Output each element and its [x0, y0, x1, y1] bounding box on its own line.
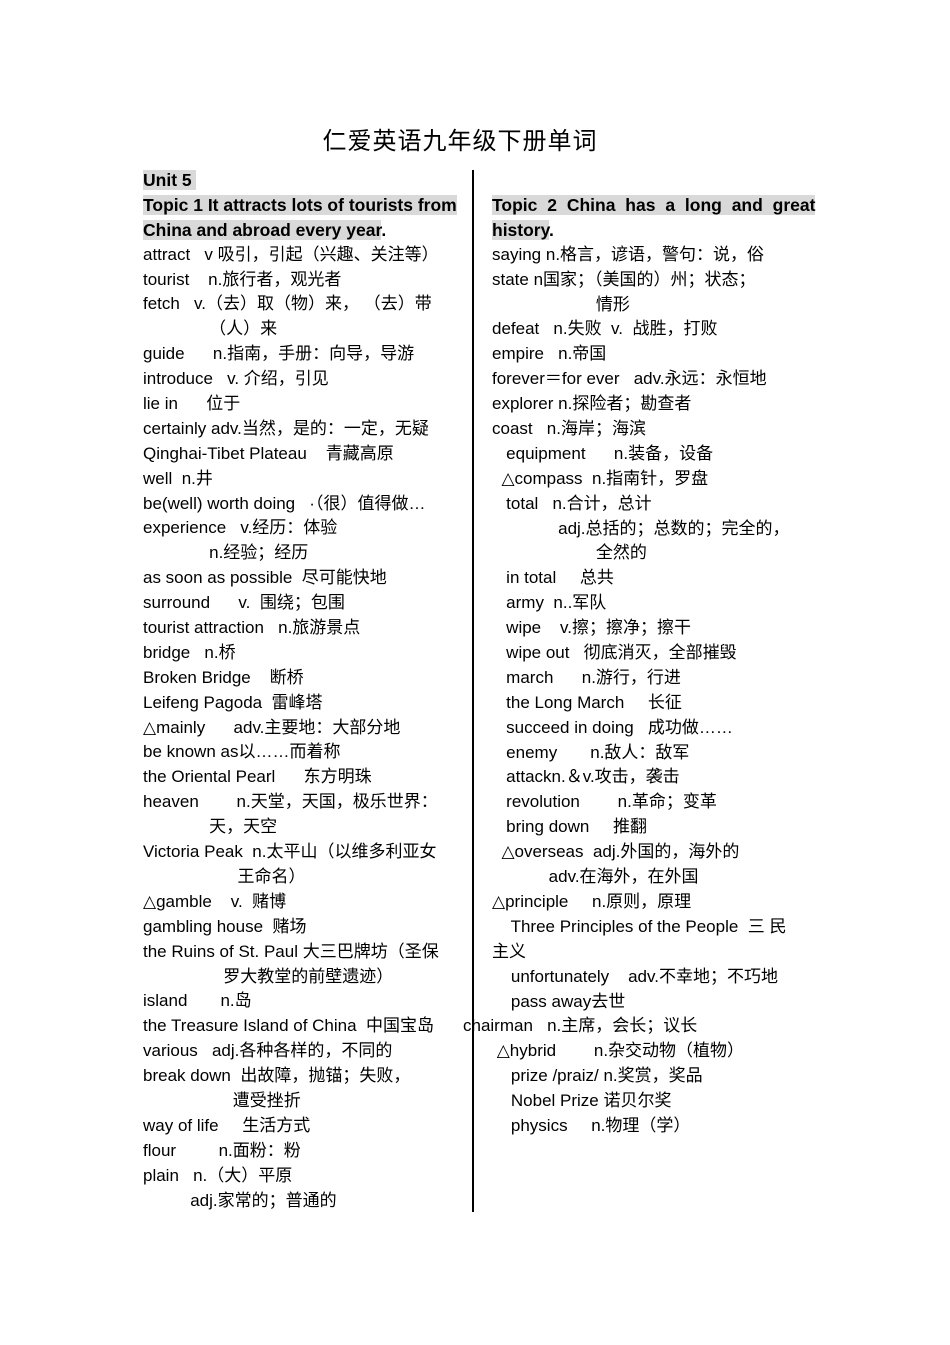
- vocab-line: △mainly adv.主要地：大部分地: [143, 717, 401, 737]
- vocab-line: Qinghai-Tibet Plateau 青藏高原: [143, 443, 394, 463]
- vocab-line: prize /praiz/ n.奖赏，奖品: [492, 1066, 703, 1086]
- vocab-line: various adj.各种各样的，不同的: [143, 1041, 393, 1061]
- vocab-line: state n国家；（美国的）州；状态；: [492, 269, 756, 289]
- vocab-line: the Oriental Pearl 东方明珠: [143, 767, 372, 787]
- vocab-line: way of life 生活方式: [143, 1115, 311, 1135]
- heading-highlight: Unit 5: [143, 170, 197, 190]
- vocab-line: attackn.＆v.攻击，袭击: [492, 767, 680, 787]
- vocab-line: △hybrid n.杂交动物（植物）: [492, 1041, 745, 1061]
- right-column: Topic 2 China has a long and great histor…: [463, 193, 840, 1139]
- vocab-line: succeed in doing 成功做……: [492, 717, 733, 737]
- vocab-line: tourist attraction n.旅游景点: [143, 618, 361, 638]
- heading-line: Topic 2 China has a long and great: [492, 193, 840, 218]
- vocab-line: wipe out 彻底消灭，全部摧毁: [492, 643, 737, 663]
- vocab-line: march n.游行，行进: [492, 667, 681, 687]
- heading-highlight: Topic 1 It attracts lots of tourists fro…: [143, 194, 457, 215]
- vocab-line: forever＝for ever adv.永远：永恒地: [492, 369, 767, 389]
- vocab-line: 全然的: [492, 543, 647, 563]
- vocab-line: as soon as possible 尽可能快地: [143, 568, 387, 588]
- vocab-line: certainly adv.当然，是的：一定，无疑: [143, 418, 429, 438]
- vocab-line: revolution n.革命；变革: [492, 792, 717, 812]
- vocab-line: △compass n.指南针，罗盘: [492, 468, 709, 488]
- vocab-line: n.经验；经历: [143, 543, 309, 563]
- vocab-line: fetch v.（去）取（物）来， （去）带: [143, 294, 432, 314]
- vocab-line: gambling house 赌场: [143, 916, 307, 936]
- vocab-line: flour n.面粉：粉: [143, 1140, 301, 1160]
- vocab-line: 遭受挫折: [143, 1090, 301, 1110]
- vocab-line: heaven n.天堂，天国，极乐世界：: [143, 792, 438, 812]
- vocab-line: enemy n.敌人：敌军: [492, 742, 690, 762]
- vocab-line: 情形: [492, 294, 630, 314]
- vocab-line: Nobel Prize 诺贝尔奖: [492, 1091, 672, 1111]
- vocab-line: experience v.经历：体验: [143, 518, 338, 538]
- heading-line: Topic 1 It attracts lots of tourists fro…: [143, 193, 475, 218]
- vocab-line: coast n.海岸；海滨: [492, 419, 646, 439]
- heading-highlight: China and abroad every year: [143, 219, 382, 240]
- vocab-line: adv.在海外，在外国: [492, 867, 699, 887]
- vocab-line: be(well) worth doing ·（很）值得做…: [143, 493, 426, 513]
- vocab-line: 天，天空: [143, 817, 278, 837]
- vocab-line: 主义: [492, 941, 526, 961]
- vocab-line: total n.合计，总计: [492, 493, 652, 513]
- vocab-line: lie in 位于: [143, 394, 241, 414]
- vocab-line: unfortunately adv.不幸地；不巧地: [492, 966, 778, 986]
- vocab-line: pass away去世: [492, 991, 626, 1011]
- vocab-line: Leifeng Pagoda 雷峰塔: [143, 692, 323, 712]
- vocab-line: be known as以……而着称: [143, 742, 341, 762]
- heading-line: Unit 5: [143, 168, 475, 193]
- column-divider-line: [472, 170, 474, 1212]
- vocab-line: adj.家常的；普通的: [143, 1190, 337, 1210]
- left-column: Unit 5 Topic 1 It attracts lots of touri…: [143, 168, 475, 1213]
- heading-highlight: Topic 2 China has a long and great: [492, 195, 816, 215]
- vocab-line: （人）来: [143, 319, 278, 339]
- vocab-line: Broken Bridge 断桥: [143, 667, 304, 687]
- vocab-line: △principle n.原则，原理: [492, 891, 692, 911]
- vocab-line: △gamble v. 赌博: [143, 891, 287, 911]
- vocab-line: empire n.帝国: [492, 344, 607, 364]
- vocab-line: equipment n.装备，设备: [492, 443, 714, 463]
- vocab-line: wipe v.擦；擦净；擦干: [492, 618, 691, 638]
- vocab-line: break down 出故障，抛锚；失败，: [143, 1066, 411, 1086]
- vocab-line: plain n.（大）平原: [143, 1165, 293, 1185]
- vocab-line: well n.井: [143, 468, 213, 488]
- vocab-line: defeat n.失败 v. 战胜，打败: [492, 319, 718, 339]
- vocab-line: tourist n.旅行者，观光者: [143, 269, 342, 289]
- vocab-line: 罗大教堂的前壁遗迹）: [143, 966, 394, 986]
- vocab-line: physics n.物理（学）: [492, 1115, 691, 1135]
- heading-highlight: history: [492, 219, 550, 240]
- vocab-line: 王命名）: [143, 866, 306, 886]
- vocab-line: in total 总共: [492, 568, 614, 588]
- page-title: 仁爱英语九年级下册单词: [322, 128, 598, 155]
- vocab-line: bridge n.桥: [143, 642, 236, 662]
- vocab-line: the Long March 长征: [492, 692, 682, 712]
- heading-line: history.: [492, 219, 554, 240]
- vocab-line: adj.总括的；总数的；完全的，: [492, 518, 790, 538]
- vocab-line: the Ruins of St. Paul 大三巴牌坊（圣保: [143, 941, 439, 961]
- vocab-line: △overseas adj.外国的，海外的: [492, 842, 740, 862]
- heading-line: China and abroad every year.: [143, 219, 387, 240]
- vocab-line: guide n.指南，手册：向导，导游: [143, 344, 415, 364]
- vocab-line: island n.岛: [143, 991, 252, 1011]
- vocab-line: Victoria Peak n.太平山（以维多利亚女: [143, 842, 437, 862]
- vocab-line: attract v 吸引，引起（兴趣、关注等）: [143, 244, 439, 264]
- vocab-line: army n..军队: [492, 593, 607, 613]
- vocab-line: surround v. 围绕；包围: [143, 593, 345, 613]
- vocab-line: the Treasure Island of China 中国宝岛: [143, 1016, 435, 1036]
- vocab-line: introduce v. 介绍，引见: [143, 369, 329, 389]
- vocab-line: saying n.格言，谚语，警句：说，俗: [492, 244, 765, 264]
- vocab-line: Three Principles of the People 三 民: [492, 916, 787, 936]
- vocab-line: bring down 推翻: [492, 817, 647, 837]
- vocab-line: chairman n.主席，会长；议长: [463, 1016, 698, 1036]
- vocab-line: explorer n.探险者；勘查者: [492, 394, 692, 414]
